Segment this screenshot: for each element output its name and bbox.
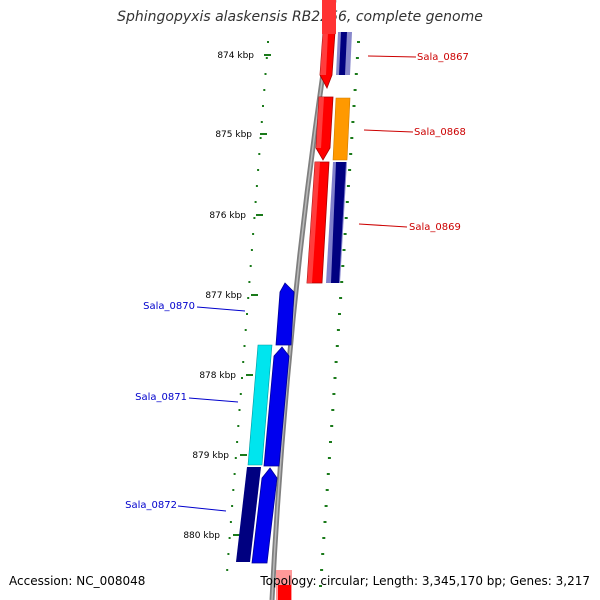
scale-label-876: 876 kbp [209,211,246,221]
scale-tick-875: 875 kbp [215,130,267,140]
label-sala-0870[interactable]: Sala_0870 [143,301,246,312]
accession-text: Accession: NC_008048 [9,574,146,588]
svg-text:Sala_0869: Sala_0869 [409,222,461,233]
map-title: Sphingopyxis alaskensis RB2256, complete… [117,9,483,25]
gene-sala-0872-reverse[interactable] [251,467,278,564]
svg-text:Sala_0871: Sala_0871 [135,392,187,403]
scale-tick-876: 876 kbp [209,211,263,221]
feature-navy-bottom [236,467,261,562]
label-sala-0868[interactable]: Sala_0868 [363,127,466,138]
gene-top-pink-band [322,0,336,34]
scale-tick-878: 878 kbp [199,371,253,381]
gene-sala-0870-reverse[interactable] [275,282,295,346]
outer-scale-dots [319,41,360,587]
label-sala-0867[interactable]: Sala_0867 [367,52,469,63]
svg-text:Sala_0867: Sala_0867 [417,52,469,63]
svg-text:Sala_0868: Sala_0868 [414,127,466,138]
scale-label-877: 877 kbp [205,291,242,301]
topology-text: Topology: circular; Length: 3,345,170 bp… [260,574,590,588]
scale-label-880: 880 kbp [183,531,220,541]
scale-tick-880: 880 kbp [183,531,240,541]
scale-tick-877: 877 kbp [205,291,258,301]
gene-sala-0871-reverse[interactable] [263,346,290,467]
inner-scale-dots [226,41,269,571]
label-sala-0869[interactable]: Sala_0869 [358,222,461,233]
svg-text:Sala_0872: Sala_0872 [125,500,177,511]
scale-tick-879: 879 kbp [192,451,247,461]
feature-orange [332,97,351,161]
scale-label-874: 874 kbp [217,51,254,61]
label-sala-0871[interactable]: Sala_0871 [135,392,239,403]
scale-label-875: 875 kbp [215,130,252,140]
label-sala-0872[interactable]: Sala_0872 [125,500,227,512]
feature-cyan [247,344,273,466]
scale-tick-874: 874 kbp [217,51,271,61]
svg-text:Sala_0870: Sala_0870 [143,301,195,312]
scale-label-879: 879 kbp [192,451,229,461]
scale-label-878: 878 kbp [199,371,236,381]
